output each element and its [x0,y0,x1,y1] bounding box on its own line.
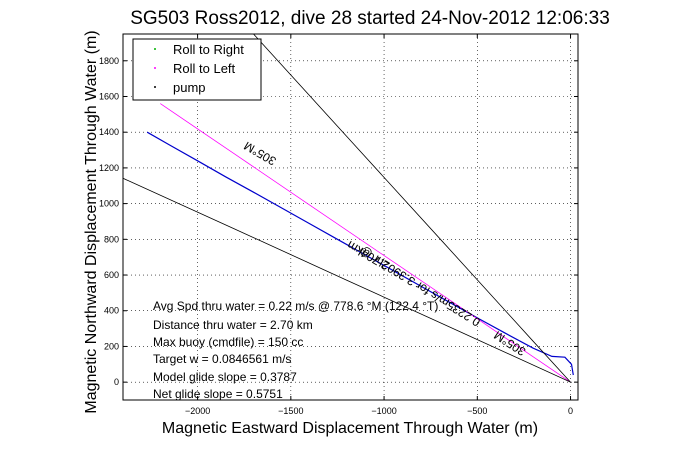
legend-marker-roll-left [154,67,156,69]
annotation-target-w: Target w = 0.0846561 m/s [153,352,291,366]
y-axis-label: Magnetic Northward Displacement Through … [83,30,100,413]
series-line-1 [160,103,571,383]
annotation-model-glide: Model glide slope = 0.3787 [153,370,297,384]
y-tick-label: 400 [104,306,119,316]
y-tick-label: 1000 [99,199,119,209]
series-line-3 [253,34,571,383]
legend-label-pump: pump [173,80,206,95]
y-tick-label: 200 [104,341,119,351]
annotation-net-glide: Net glide slope = 0.5751 [153,387,283,401]
x-tick-label: −2000 [185,406,210,416]
legend-label-roll-right: Roll to Right [173,42,244,57]
chart-title: SG503 Ross2012, dive 28 started 24-Nov-2… [130,8,610,29]
y-tick-label: 1800 [99,56,119,66]
annotation-distance: Distance thru water = 2.70 km [153,318,313,332]
series-line-2 [123,177,571,383]
y-tick-label: 1200 [99,163,119,173]
series-layer [123,34,574,383]
y-tick-label: 600 [104,270,119,280]
axes-frame [122,33,579,401]
y-tick-label: 0 [114,377,119,387]
y-tick-label: 1600 [99,91,119,101]
x-tick-label: −1000 [371,406,396,416]
x-axis-label: Magnetic Eastward Displacement Through W… [162,420,538,437]
x-tick-label: −1500 [278,406,303,416]
y-tick-label: 1400 [99,127,119,137]
legend: Roll to Right Roll to Left pump [132,38,262,101]
legend-label-roll-left: Roll to Left [173,61,236,76]
annotation-avg-speed: Avg Spd thru water = 0.22 m/s @ 778.6 °M… [153,299,438,313]
x-tick-label: 0 [568,406,573,416]
stats-annotations: Avg Spd thru water = 0.22 m/s @ 778.6 °M… [153,299,438,401]
ticks: −2000 −1500 −1000 −500 0 0 200 400 600 800 1000 120… [99,34,578,416]
series-line-0 [146,131,574,376]
legend-marker-pump [154,86,156,88]
y-tick-label: 800 [104,234,119,244]
x-tick-label: −500 [467,406,487,416]
legend-marker-roll-right [154,48,156,50]
annotation-max-buoy: Max buoy (cmdfile) = 150 cc [153,335,303,349]
